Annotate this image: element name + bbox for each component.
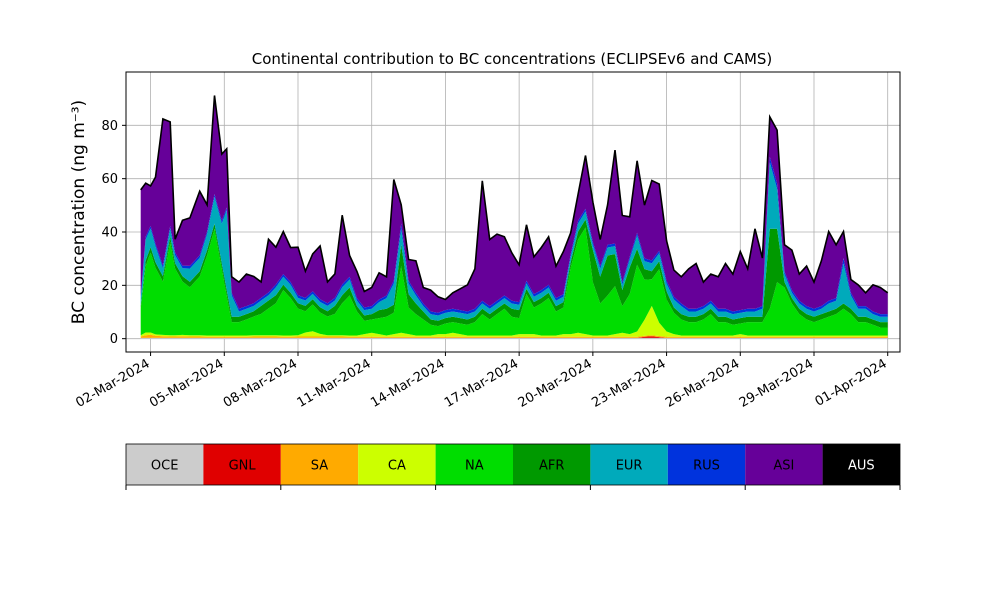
x-tick-label: 26-Mar-2024 [663, 356, 742, 410]
legend-label-eur: EUR [616, 459, 643, 474]
chart-title: Continental contribution to BC concentra… [252, 50, 773, 68]
legend-label-afr: AFR [539, 459, 564, 474]
x-tick-label: 17-Mar-2024 [442, 356, 521, 410]
legend-swatch-gnl [203, 444, 281, 485]
legend-swatch-oce [126, 444, 204, 485]
x-tick-label: 20-Mar-2024 [516, 356, 595, 410]
legend-label-gnl: GNL [229, 459, 257, 474]
x-axis: 02-Mar-202405-Mar-202408-Mar-202411-Mar-… [73, 352, 890, 411]
legend-swatch-na [435, 444, 513, 485]
legend-frame [125, 443, 901, 486]
y-tick-label: 20 [101, 279, 118, 294]
x-tick-label: 11-Mar-2024 [295, 356, 374, 410]
legend-swatch-sa [280, 444, 359, 485]
x-tick-label: 01-Apr-2024 [813, 356, 890, 409]
legend-label-ca: CA [388, 459, 406, 474]
y-axis: 0 20 40 60 80 [101, 119, 126, 347]
area-afr [140, 219, 888, 328]
legend-label-oce: OCE [151, 459, 179, 474]
legend-label-rus: RUS [693, 459, 720, 474]
legend-label-sa: SA [311, 459, 328, 474]
legend-label-aus: AUS [848, 459, 875, 474]
y-tick-label: 0 [110, 332, 118, 347]
y-axis-label: BC concentration (ng m⁻³) [69, 100, 89, 324]
y-tick-label: 60 [101, 172, 118, 187]
legend-label-na: NA [465, 459, 484, 474]
total-line [140, 95, 889, 301]
area-oce [140, 337, 888, 339]
area-asi [140, 95, 888, 315]
legend-swatch-afr [513, 444, 591, 485]
x-tick-label: 02-Mar-2024 [73, 356, 152, 410]
legend-swatch-aus [822, 444, 900, 485]
area-sa [140, 334, 888, 338]
legend-swatch-rus [667, 444, 746, 485]
area-na [140, 227, 888, 336]
plot-frame [125, 71, 901, 353]
legend-label-asi: ASI [773, 459, 794, 474]
legend-swatch-eur [590, 444, 668, 485]
x-tick-label: 08-Mar-2024 [221, 356, 300, 410]
x-tick-label: 29-Mar-2024 [737, 356, 816, 410]
legend-swatch-asi [745, 444, 823, 485]
x-tick-label: 14-Mar-2024 [368, 356, 447, 410]
x-tick-label: 05-Mar-2024 [147, 356, 226, 410]
y-tick-label: 80 [101, 119, 118, 134]
legend-swatch-ca [358, 444, 436, 485]
y-tick-label: 40 [101, 226, 118, 241]
legend-colorbar: OCE GNL SA CA NA AFR EUR RUS ASI AUS [125, 443, 901, 490]
stacked-areas [140, 95, 888, 339]
total-concentration-line [140, 95, 889, 301]
x-tick-label: 23-Mar-2024 [589, 356, 668, 410]
